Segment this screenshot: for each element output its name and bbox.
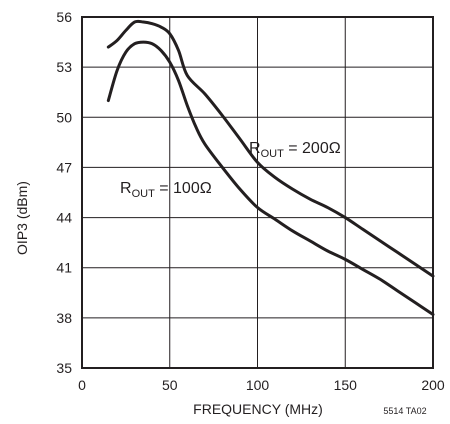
x-tick-label: 50	[162, 377, 178, 393]
grid	[82, 17, 433, 368]
y-tick-label: 44	[56, 210, 72, 226]
x-axis-label: FREQUENCY (MHz)	[193, 401, 323, 417]
series-line-rout-100	[106, 40, 435, 317]
series-label-rout-200: ROUT = 200Ω	[249, 140, 341, 160]
series-label-rest: = 100Ω	[155, 180, 212, 197]
figure-code-label: 5514 TA02	[383, 406, 426, 416]
series-label-rout-100: ROUT = 100Ω	[120, 180, 212, 200]
x-tick-label: 0	[78, 377, 86, 393]
plot-frame	[81, 16, 434, 369]
y-tick-label: 50	[56, 109, 72, 125]
series-label-base: R	[120, 180, 132, 197]
tick-labels: 0 50 100 150 200 35 38 41 44 47 50 53 56	[56, 9, 444, 393]
series-label-sub: OUT	[261, 148, 285, 160]
series-label-base: R	[249, 140, 261, 157]
series-line-rout-200	[106, 19, 435, 278]
y-axis-label: OIP3 (dBm)	[14, 181, 30, 255]
y-tick-label: 38	[56, 310, 72, 326]
x-tick-label: 100	[246, 377, 270, 393]
series-label-rest: = 200Ω	[284, 140, 341, 157]
x-tick-label: 150	[334, 377, 358, 393]
y-tick-label: 53	[56, 59, 72, 75]
series-layer	[106, 19, 435, 317]
x-tick-label: 200	[421, 377, 445, 393]
series-label-sub: OUT	[132, 188, 156, 200]
y-tick-label: 56	[56, 9, 72, 25]
y-tick-label: 35	[56, 360, 72, 376]
y-tick-label: 41	[56, 260, 72, 276]
y-tick-label: 47	[56, 159, 72, 175]
